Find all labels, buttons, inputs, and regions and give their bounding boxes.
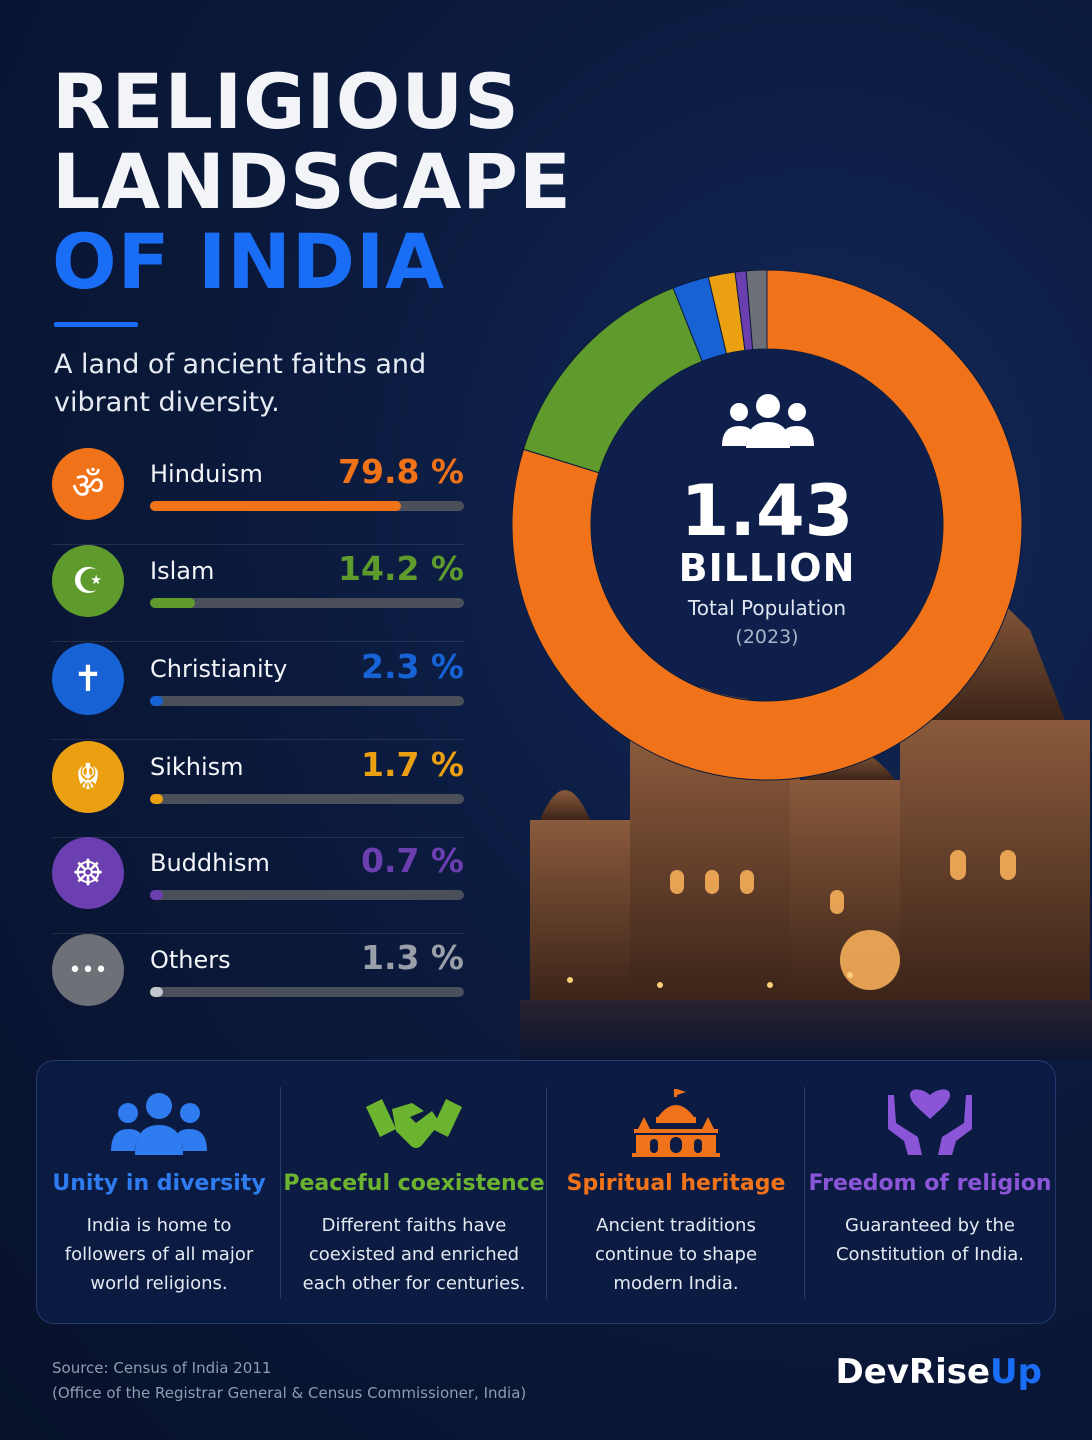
legend-label: Hinduism [150, 460, 263, 488]
legend-bar-fill [150, 890, 163, 900]
feature-text: Different faiths have coexisted and enri… [302, 1215, 526, 1294]
legend-label: Buddhism [150, 849, 270, 877]
title-line-2: LANDSCAPE [52, 137, 572, 226]
donut-chart [510, 268, 1024, 782]
legend-value: 14.2 % [338, 549, 464, 588]
legend-label: Sikhism [150, 753, 244, 781]
people-group-icon [722, 394, 814, 448]
legend-divider [52, 641, 464, 642]
legend-divider [52, 837, 464, 838]
title-underline [54, 322, 138, 327]
legend-value: 0.7 % [360, 841, 464, 880]
legend-divider [52, 933, 464, 934]
brand-main: DevRise [835, 1352, 991, 1392]
source-note: Source: Census of India 2011 (Office of … [52, 1356, 526, 1406]
feature-title: Unity in diversity [52, 1171, 266, 1196]
population-value: 1.43 [680, 470, 854, 552]
population-label: Total Population [687, 596, 847, 620]
source-line-2: (Office of the Registrar General & Censu… [52, 1384, 527, 1402]
legend-bar-fill [150, 794, 163, 804]
legend-bar-fill [150, 696, 163, 706]
feature-title: Peaceful coexistence [283, 1171, 545, 1196]
legend-value: 1.3 % [360, 938, 464, 977]
feature-title: Freedom of religion [808, 1171, 1052, 1196]
population-year: (2023) [735, 626, 799, 648]
handshake-icon [366, 1099, 462, 1148]
legend-row-hinduism: ॐ Hinduism 79.8 % [52, 448, 464, 545]
crescent-star-icon: ☪ [52, 545, 124, 617]
source-line-1: Source: Census of India 2011 [52, 1359, 272, 1377]
legend-row-buddhism: ☸ Buddhism 0.7 % [52, 837, 464, 934]
legend-bar-track [150, 890, 464, 900]
legend-value: 1.7 % [360, 745, 464, 784]
donut-hole [592, 350, 942, 700]
page-title: RELIGIOUS LANDSCAPE OF INDIA [52, 62, 572, 302]
title-line-1: RELIGIOUS [52, 57, 520, 146]
population-unit: BILLION [678, 546, 856, 590]
legend-bar-track [150, 696, 464, 706]
feature-unity: Unity in diversity India is home to foll… [37, 1061, 281, 1323]
feature-text: Guaranteed by the Constitution of India. [835, 1215, 1025, 1265]
people-group-icon [111, 1093, 207, 1155]
legend-value: 79.8 % [338, 452, 464, 491]
brand-accent: Up [990, 1352, 1042, 1392]
feature-divider [804, 1087, 805, 1299]
donut-slice-hinduism [511, 269, 1023, 781]
temple-icon [632, 1089, 720, 1157]
feature-text: India is home to followers of all major … [64, 1215, 254, 1294]
legend-bar-fill [150, 501, 401, 511]
legend-row-others: ••• Others 1.3 % [52, 934, 464, 1030]
legend-label: Christianity [150, 655, 288, 683]
legend-divider [52, 544, 464, 545]
feature-coexistence: Peaceful coexistence Different faiths ha… [281, 1061, 547, 1323]
legend-bar-track [150, 987, 464, 997]
donut-slice-others [745, 269, 768, 351]
feature-divider [546, 1087, 547, 1299]
feature-title: Spiritual heritage [566, 1171, 786, 1196]
legend-row-christianity: ✝ Christianity 2.3 % [52, 643, 464, 740]
om-icon: ॐ [52, 448, 124, 520]
legend-label: Others [150, 946, 231, 974]
legend-value: 2.3 % [360, 647, 464, 686]
feature-heritage: Spiritual heritage Ancient traditions co… [547, 1061, 805, 1323]
ellipsis-icon: ••• [52, 934, 124, 1006]
subtitle: A land of ancient faiths and vibrant div… [54, 349, 427, 418]
legend-row-islam: ☪ Islam 14.2 % [52, 545, 464, 642]
brand-logo: DevRiseUp [835, 1352, 1042, 1392]
feature-freedom: Freedom of religion Guaranteed by the Co… [805, 1061, 1055, 1323]
cross-icon: ✝ [52, 643, 124, 715]
legend-bar-fill [150, 987, 163, 997]
legend-bar-track [150, 598, 464, 608]
legend-row-sikhism: ☬ Sikhism 1.7 % [52, 741, 464, 838]
khanda-icon: ☬ [52, 741, 124, 813]
title-line-3: OF INDIA [52, 217, 446, 306]
legend-bar-track [150, 794, 464, 804]
legend-label: Islam [150, 557, 215, 585]
legend-divider [52, 739, 464, 740]
legend-bar-track [150, 501, 464, 511]
hands-heart-icon [888, 1089, 972, 1155]
feature-text: Ancient traditions continue to shape mod… [594, 1215, 758, 1294]
legend-bar-fill [150, 598, 195, 608]
features-panel: Unity in diversity India is home to foll… [36, 1060, 1056, 1324]
dharma-wheel-icon: ☸ [52, 837, 124, 909]
feature-divider [280, 1087, 281, 1299]
